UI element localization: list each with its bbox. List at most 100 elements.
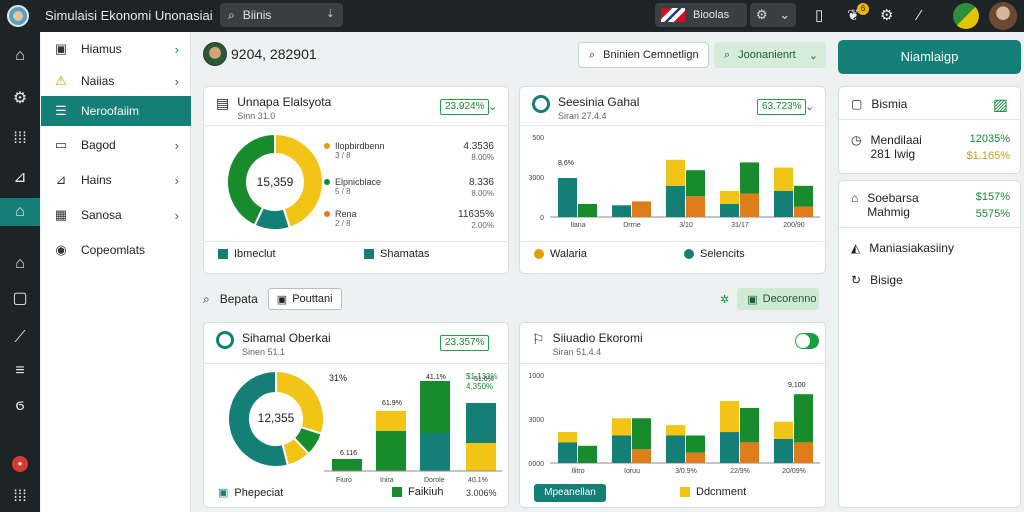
section-toolbar: ⌕ Bepata ▣ Pouttani: [203, 288, 342, 310]
value: 8.336: [468, 177, 494, 188]
search-box[interactable]: ⌕ Biinis ⇣: [220, 3, 343, 27]
bar: [794, 442, 813, 463]
folder-icon: ▭: [54, 137, 68, 152]
chart-icon[interactable]: ⊿: [13, 169, 27, 186]
chevron-right-icon: ›: [174, 73, 179, 89]
select-label: Joonanienrt: [738, 49, 796, 61]
brush-icon[interactable]: ⟋: [14, 329, 26, 346]
panel-row[interactable]: ◭ Maniasiakasiiny: [851, 241, 954, 255]
right-panel-2: ⌂ Soebarsa Mahmig $157% 5575% ◭ Maniasiakas…: [838, 180, 1021, 508]
value: 12035%: [969, 133, 1010, 145]
legend-value: 11635% 2.00%: [458, 209, 494, 231]
row-label: Bismia: [871, 97, 908, 111]
sidebar-item-bagod[interactable]: ▭ Bagod ›: [41, 130, 191, 160]
footer-value: 3.006%: [466, 488, 497, 498]
app-logo[interactable]: [7, 5, 29, 27]
bar: [558, 432, 577, 443]
data-label: 51.6%: [474, 376, 494, 383]
menu-icon[interactable]: ≡: [15, 362, 25, 379]
bar: [578, 204, 597, 217]
panel-row[interactable]: ⌂ Soebarsa Mahmig: [851, 191, 919, 219]
card-action-button[interactable]: Mpeanellan: [534, 484, 606, 502]
sidebar-item-label: Naiias: [81, 74, 115, 88]
search-input[interactable]: Biinis: [242, 8, 272, 22]
sidebar-item-hains[interactable]: ⊿ Hains ›: [41, 165, 191, 195]
x-tick: 31/17: [731, 222, 749, 229]
sidebar-item-neroofaiim[interactable]: ☰ Neroofaiim: [41, 96, 191, 126]
panel-row[interactable]: ◷ Mendilaai 281 Iwig: [851, 133, 922, 161]
panel-row[interactable]: ↻ Bisige: [851, 273, 903, 287]
image-icon[interactable]: ▨: [992, 97, 1008, 114]
mic-icon[interactable]: ⇣: [325, 8, 335, 20]
settings-dropdown[interactable]: ⚙ ⌄: [750, 3, 796, 27]
card-donut-2: Sihamal Oberkai Sinen 51.1 23.357% 12,355…: [203, 322, 510, 508]
apps-icon[interactable]: ⁞⁞⁞: [13, 130, 27, 147]
pen-icon[interactable]: ⁄: [918, 7, 921, 24]
grid-icon[interactable]: ⁞⁞⁞: [13, 488, 27, 505]
record-icon[interactable]: ●: [0, 448, 40, 476]
gear-icon[interactable]: ⚙: [880, 7, 894, 24]
user-avatar[interactable]: [989, 2, 1017, 30]
row-label: Maniasiakasiiny: [869, 241, 954, 255]
bolt-icon[interactable]: ϭ: [15, 397, 25, 414]
select-dropdown[interactable]: ⌕ Joonanienrt ⌄: [714, 42, 826, 68]
bar: [740, 442, 759, 463]
bar: [420, 381, 450, 433]
legend-value: 8.336 8.00%: [469, 177, 494, 199]
primary-action-button[interactable]: Niamlaigp: [838, 40, 1021, 74]
card-subtitle: Sinn 31.0: [237, 111, 276, 121]
tablet-icon[interactable]: ▯: [815, 7, 824, 24]
sidebar-item-copeomlats[interactable]: ◉ Copeomlats: [41, 235, 191, 265]
language-button[interactable]: Bioolas: [655, 3, 747, 27]
settings-icon[interactable]: ✲: [720, 293, 730, 306]
bar: [612, 418, 631, 436]
chevron-right-icon: ›: [174, 207, 179, 223]
sidebar-item-label: Copeomlats: [81, 243, 146, 257]
legend-sub: 5 / 8: [335, 187, 351, 196]
bar: [666, 425, 685, 436]
sidebar-item-hiamus[interactable]: ▣ Hiamus ›: [41, 34, 191, 64]
top-bar: Simulaisi Ekonomi Unonasiai ⌕ Biinis ⇣ B…: [0, 0, 1024, 32]
notification-badge: 6: [857, 3, 869, 15]
bird-icon[interactable]: ❦: [847, 7, 860, 24]
sidebar-item-sanosa[interactable]: ▦ Sanosa ›: [41, 200, 191, 230]
x-tick: 20/09%: [782, 468, 806, 475]
avatar[interactable]: [203, 42, 227, 66]
value: 4.3536: [463, 141, 494, 152]
card-title: Seesinia Gahal: [558, 95, 640, 109]
home-icon[interactable]: ⌂: [15, 47, 25, 64]
bar: [794, 185, 813, 207]
bar-chart: 6.116 61.9% 41.1% 51.6%$1.133%4.350% Fiuro In…: [324, 372, 502, 484]
secondary-button[interactable]: ▣ Pouttani: [267, 288, 342, 310]
toggle-switch[interactable]: [795, 333, 819, 349]
filter-button[interactable]: ⌕ Bninien Cemnetlign: [578, 42, 709, 68]
bar: [332, 459, 362, 471]
search-icon[interactable]: ⌕: [203, 291, 210, 306]
bank-icon[interactable]: ⌂: [0, 198, 40, 226]
gear-icon[interactable]: ⚙: [12, 90, 28, 107]
chevron-down-icon[interactable]: ⌄: [488, 101, 498, 113]
panel-row[interactable]: ▢ Bismia: [851, 97, 907, 111]
y-tick: 500: [532, 135, 544, 142]
legend-item: Ibmeclut: [218, 248, 276, 260]
house-icon[interactable]: ⌂: [15, 255, 25, 272]
chevron-down-icon[interactable]: ⌄: [805, 101, 815, 113]
bar: [720, 432, 739, 463]
action-button[interactable]: ▣ Decorenno: [737, 288, 820, 310]
company-avatar[interactable]: [953, 3, 979, 29]
bar: [666, 435, 685, 463]
percent-badge: 23.924%: [440, 99, 490, 115]
square-icon[interactable]: ▢: [12, 290, 28, 307]
card-bars-2: ⚐ Siiuadio Ekoromi Siran 51.4.4 1000 3000 00…: [519, 322, 827, 508]
bar: [720, 191, 739, 204]
card-subtitle: Siran 51.4.4: [552, 347, 602, 357]
value: $157%: [975, 191, 1010, 203]
bar: [720, 204, 739, 217]
sidebar-item-naiias[interactable]: ⚠ Naiias ›: [41, 66, 191, 96]
data-label: 6.116: [340, 450, 357, 457]
x-tick: Ioruu: [624, 468, 640, 475]
bar: [686, 435, 705, 453]
flag-icon: [661, 8, 685, 22]
donut-slice: [274, 132, 324, 229]
bar: [774, 421, 793, 439]
